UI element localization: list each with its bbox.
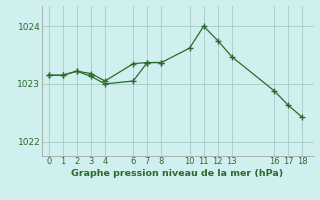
X-axis label: Graphe pression niveau de la mer (hPa): Graphe pression niveau de la mer (hPa) [71,169,284,178]
